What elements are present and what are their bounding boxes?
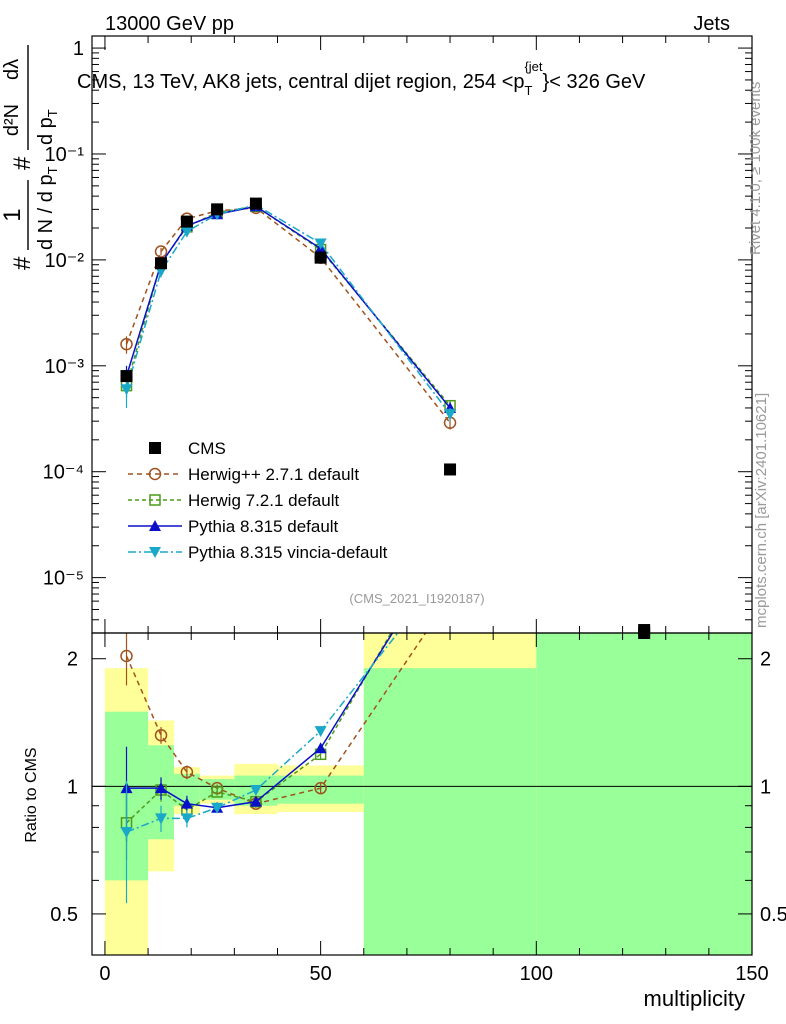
x-tick-label: 150 [735,963,768,985]
y-tick-label: 10⁻¹ [45,144,85,166]
pythia-line [125,205,451,409]
cms-point [249,197,262,210]
herwigpp-point [154,245,168,258]
x-tick-label: 50 [310,963,332,985]
legend-marker-herwigpp [148,467,162,481]
herwigpp-line [125,207,451,424]
legend-label-vincia: Pythia 8.315 vincia-default [188,543,388,562]
cms-point [120,370,133,383]
pythia-ratio-point [180,797,193,809]
herwigpp-point [120,337,133,351]
y-tick-label: 10⁻⁵ [43,568,84,590]
cms-point [180,215,193,228]
herwig7-line [125,205,451,407]
rivet-version: Rivet 4.1.0, ≥ 100k events [747,82,764,255]
legend-marker-cms [149,442,161,454]
cms-point [314,251,327,264]
y-label-hash: # [9,256,36,270]
y-label-hash2: # [9,156,36,170]
analysis-id: (CMS_2021_I1920187) [349,591,484,606]
ratio-y-tick-label-right: 1 [760,776,771,798]
vincia-point [314,238,327,250]
pythia-ratio-point [155,782,168,794]
cms-point [211,203,224,216]
y-tick-label: 10⁻² [45,250,85,272]
cms-point [155,257,168,270]
herwigpp-ratio-point [314,781,327,795]
x-tick-label: 0 [99,963,110,985]
vincia-ratio-point [120,827,133,839]
uncertainty-band-green-6 [363,668,537,955]
y-label-den: d N / d pT [35,166,60,250]
ratio-y-tick-label-right: 2 [760,649,771,671]
vincia-ratio-point [211,802,224,814]
x-tick-label: 100 [520,963,553,985]
herwigpp-ratio-point [154,728,168,742]
y-label-dlambda: dλ [1,59,23,80]
vincia-point [444,409,457,421]
header-right: Jets [693,13,730,35]
herwig7-ratio-point [211,786,223,798]
legend-marker-pythia [149,520,161,531]
y-label-num: 1 [0,208,26,221]
y-label-dnum: d²N [1,104,23,136]
pythia-ratio-point [249,795,262,807]
cms-point [444,463,457,476]
vincia-ratio-point [180,813,193,825]
ratio-y-tick-label-left: 1 [67,776,78,798]
header-left: 13000 GeV pp [105,13,234,35]
legend: CMS Herwig++ 2.7.1 default Herwig 7.2.1 de… [128,439,388,562]
legend-label-cms: CMS [188,439,226,458]
ratio-y-tick-label-right: 0.5 [760,904,786,926]
plot-title: CMS, 13 TeV, AK8 jets, central dijet reg… [77,59,646,98]
x-axis-label: multiplicity [644,986,745,1011]
vincia-line [125,204,451,415]
y-tick-label: 1 [73,38,84,60]
legend-marker-vincia [149,547,161,558]
vincia-point [180,226,193,238]
ratio-y-label: Ratio to CMS [23,747,40,842]
vincia-ratio-point [155,813,168,825]
vincia-ratio-point [314,726,327,738]
ratio-y-tick-label-left: 0.5 [50,904,78,926]
herwigpp-ratio-point [120,649,133,663]
vincia-point [120,384,133,396]
legend-label-herwigpp: Herwig++ 2.7.1 default [188,465,359,484]
legend-marker-herwig7 [149,494,161,506]
y-tick-label: 10⁻³ [45,356,85,378]
herwigpp-ratio-point [180,765,194,779]
legend-label-herwig7: Herwig 7.2.1 default [188,491,339,510]
ratio-frame [91,632,753,956]
ratio-y-tick-label-left: 2 [67,649,78,671]
y-axis-label: # 1 d N / d pT # d²N d pT dλ [0,45,60,270]
mcplots-credit: mcplots.cern.ch [arXiv:2401.10621] [753,393,770,628]
pythia-ratio-point [314,742,327,754]
uncertainty-band-green-7 [536,633,752,955]
y-tick-label: 10⁻⁴ [43,462,84,484]
y-label-dden: d pT [35,109,60,145]
legend-label-pythia: Pythia 8.315 default [188,517,339,536]
vincia-ratio-point [249,785,262,797]
